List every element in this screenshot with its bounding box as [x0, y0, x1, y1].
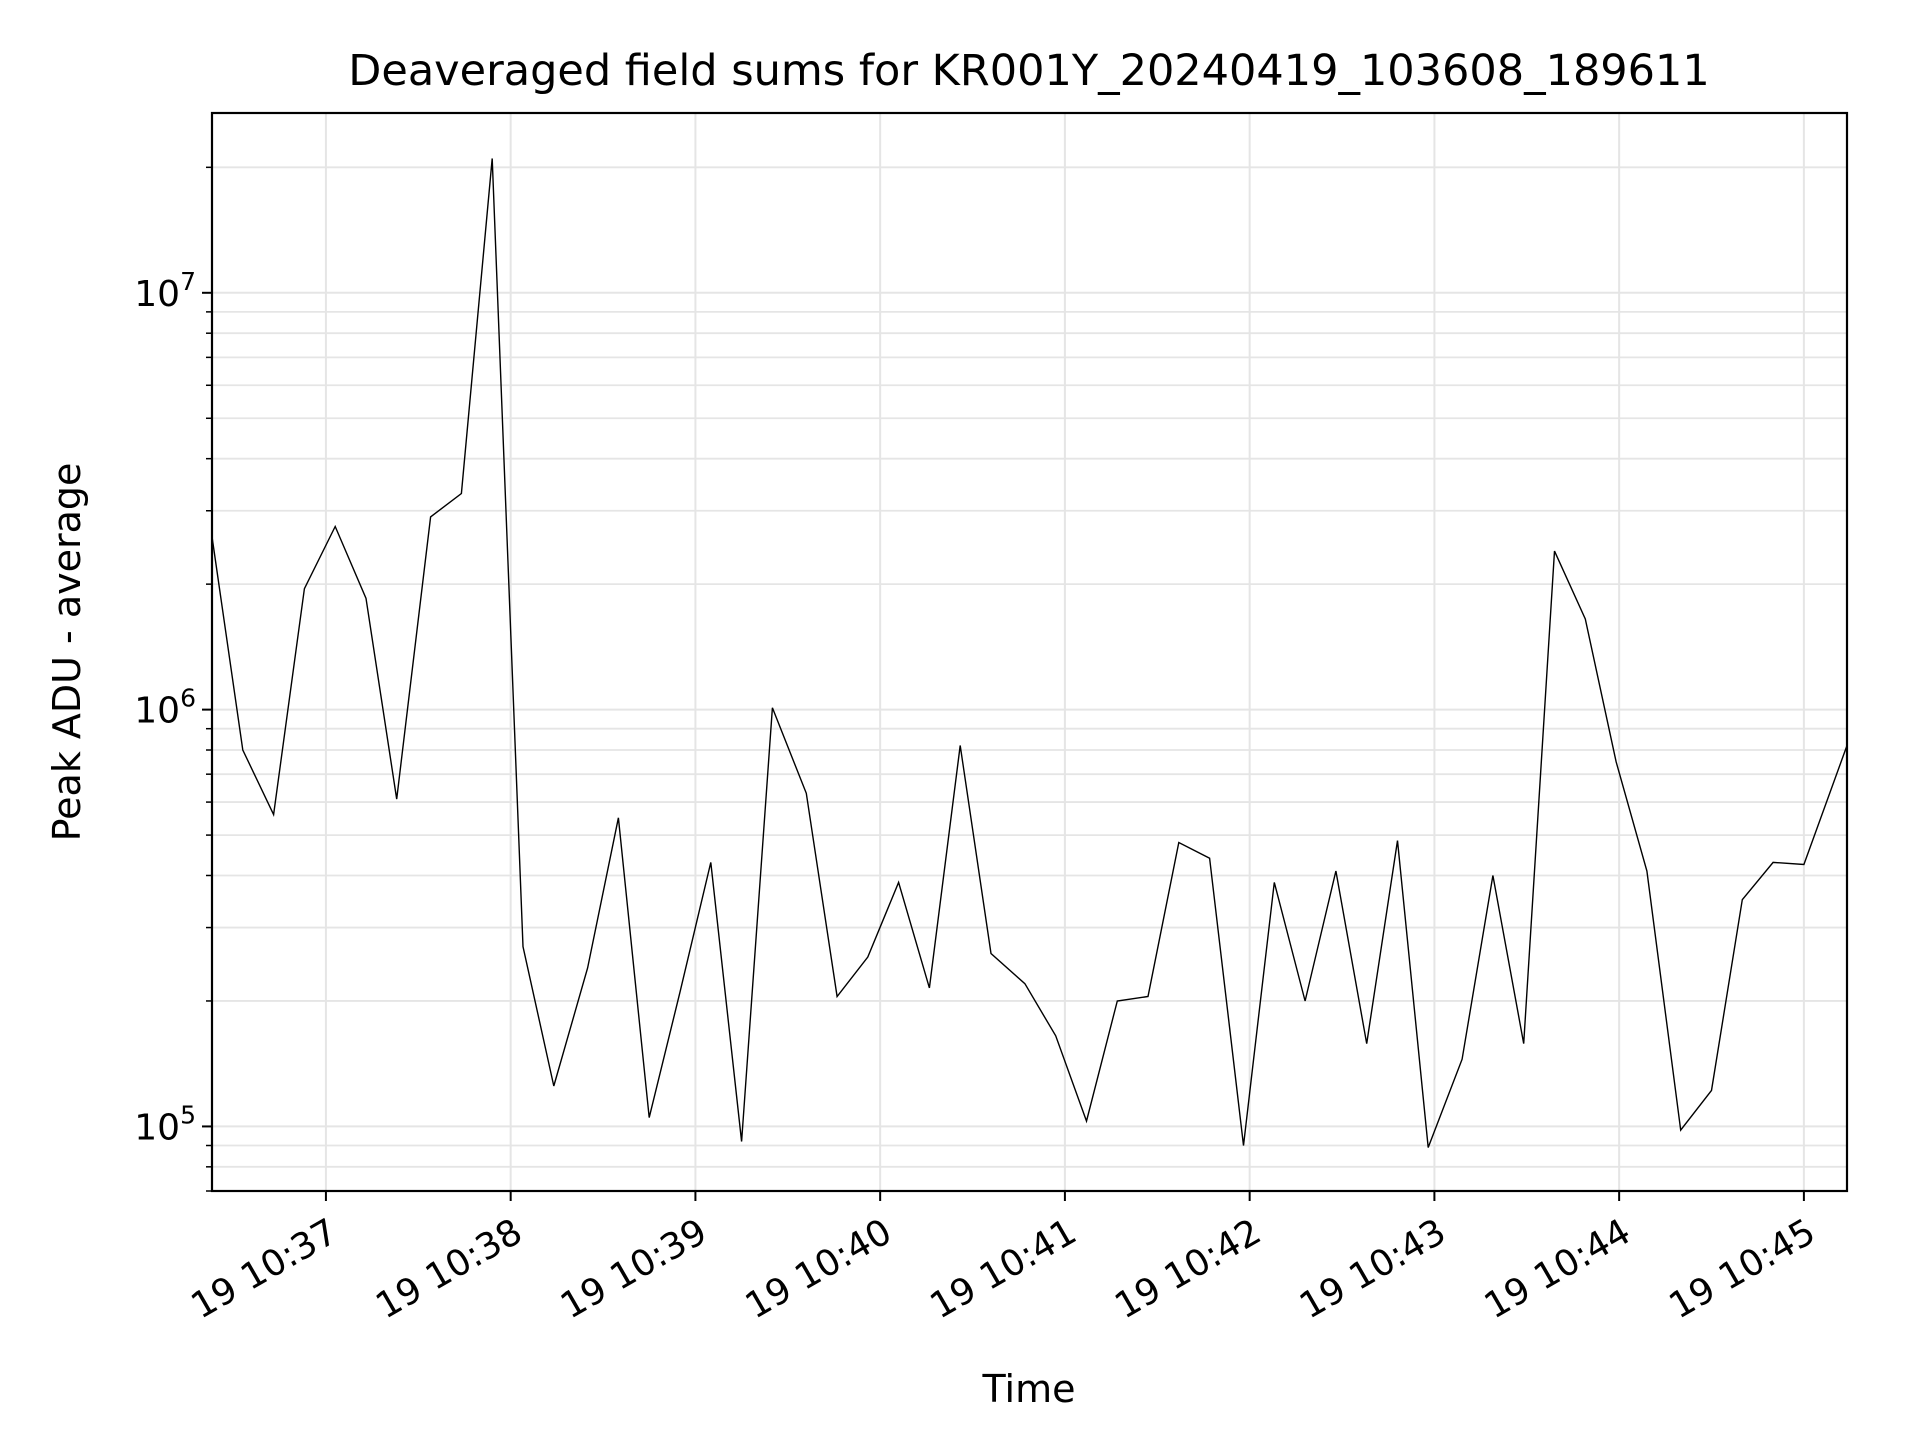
chart-title: Deaveraged field sums for KR001Y_2024041…	[348, 46, 1710, 96]
grid	[212, 113, 1847, 1192]
y-tick-label: 105	[134, 1100, 196, 1148]
y-tick-label: 107	[134, 267, 196, 315]
series-line	[211, 158, 1848, 1148]
y-tick-label: 106	[134, 684, 196, 732]
y-tick-labels: 105 106 107	[134, 267, 196, 1149]
x-axis-label: Time	[982, 1367, 1076, 1411]
y-axis-label: Peak ADU - average	[45, 463, 89, 842]
plot-frame	[210, 111, 1849, 1193]
